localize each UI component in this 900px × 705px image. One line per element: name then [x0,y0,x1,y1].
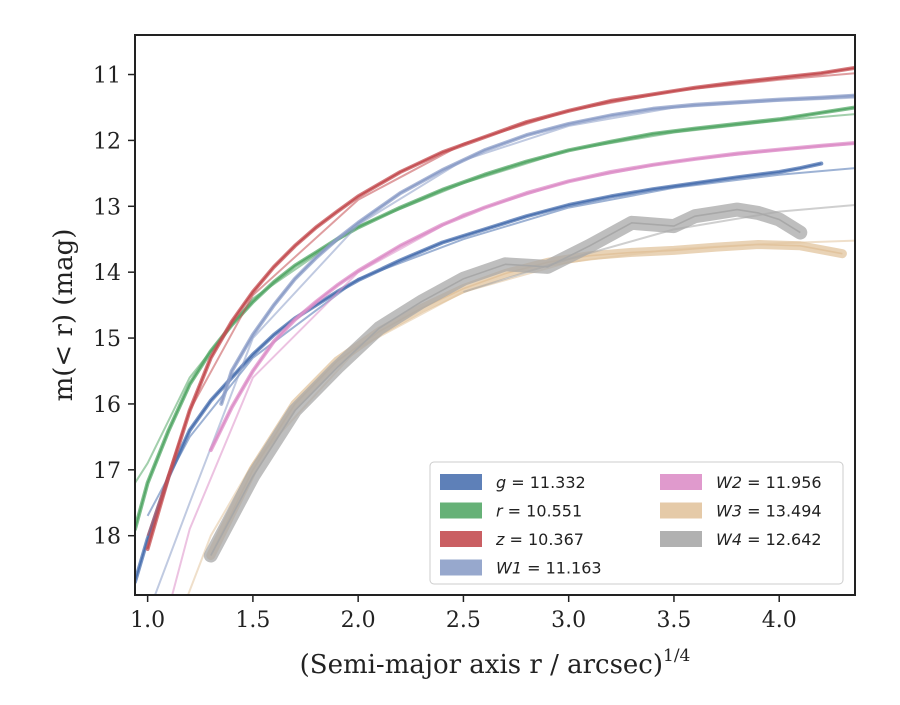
legend-band-value: = 13.494 [742,502,822,521]
legend-box [429,461,844,585]
legend-swatch-r [440,502,482,519]
series-line-z [146,67,855,550]
x-axis-title-superscript: 1/4 [663,646,690,666]
legend-label-r: r = 10.551 [496,502,582,521]
x-axis-title: (Semi-major axis r / arcsec)1/4 [300,646,691,680]
series-layer [135,65,855,595]
legend-band-value: = 10.367 [504,530,584,549]
y-tick-label: 12 [93,129,121,154]
legend-band-value: = 11.163 [522,559,602,578]
plot-frame [134,34,856,596]
x-tick-label: 1.5 [235,608,270,633]
x-tick-label: 2.5 [446,608,481,633]
x-tick-label: 2.0 [341,608,376,633]
legend-label-g: g = 11.332 [496,473,586,492]
series-band-w1 [219,93,855,406]
legend-swatch-z [440,531,482,547]
legend-label-w2: W2 = 11.956 [716,473,822,492]
legend-swatch-w4 [660,531,702,547]
series-line-w4 [210,208,801,556]
legend-label-w3: W3 = 13.494 [716,502,822,521]
series-line-w2 [210,142,855,451]
x-tick-label: 3.5 [656,608,691,633]
legend-band-name: W4 [716,530,742,549]
legend-label-z: z = 10.367 [495,530,584,549]
y-axis: 11 12 13 14 15 16 17 18 [93,64,135,550]
y-axis-title: m(< r) (mag) [49,229,79,402]
legend-band-name: W2 [716,473,742,492]
y-tick-label: 16 [93,393,121,418]
legend-band-name: g [496,473,506,492]
y-tick-label: 13 [93,195,121,220]
x-tick-label: 1.0 [130,608,165,633]
x-axis: 1.0 1.5 2.0 2.5 3.0 3.5 4.0 [130,595,797,633]
legend-band-name: W3 [716,502,742,521]
legend-label-w1: W1 = 11.163 [496,559,602,578]
series-line-r [135,106,855,530]
legend-band-value: = 10.551 [503,502,583,521]
x-tick-label: 3.0 [551,608,586,633]
legend-band-value: = 11.956 [742,473,822,492]
legend-band-name: r [496,502,504,521]
x-tick-label: 4.0 [762,608,797,633]
legend-label-w4: W4 = 12.642 [716,530,822,549]
y-tick-label: 18 [93,525,121,550]
legend-band-value: = 12.642 [742,530,822,549]
fit-line-g [146,167,855,517]
x-axis-title-text: (Semi-major axis r / arcsec) [300,650,663,680]
legend-swatch-w1 [440,559,482,576]
series-line-w1 [220,94,855,405]
y-tick-label: 11 [93,64,121,89]
legend-band-name: z [495,530,505,549]
legend-band-name: W1 [496,559,522,578]
series-line-g [135,162,822,583]
legend-swatch-g [440,474,482,490]
y-tick-label: 14 [93,261,121,286]
y-tick-label: 17 [93,459,121,484]
legend-swatch-w3 [660,502,702,519]
legend-band-value: = 11.332 [506,473,586,492]
legend-swatch-w2 [660,474,702,490]
y-tick-label: 15 [93,327,121,352]
